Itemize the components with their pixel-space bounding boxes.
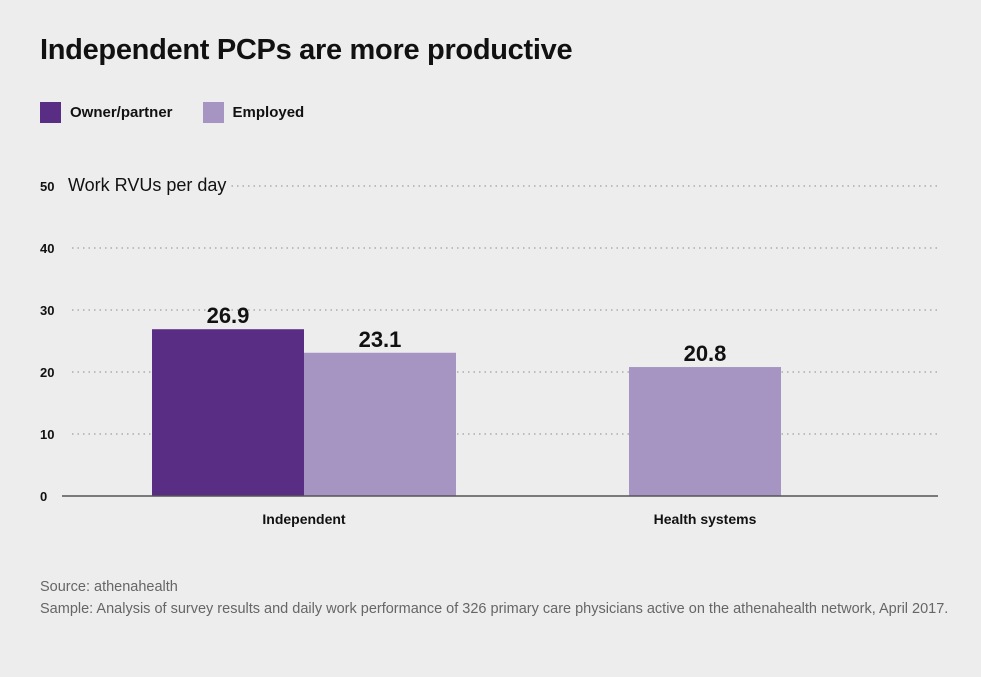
bar-independent-employed <box>304 352 456 496</box>
y-tick-label-40: 40 <box>40 241 54 256</box>
data-label-independent-employed: 23.1 <box>359 327 402 352</box>
y-tick-label-50: 50 <box>40 179 54 194</box>
chart-legend: Owner/partner Employed <box>40 102 334 123</box>
y-tick-label-0: 0 <box>40 489 47 504</box>
y-tick-label-30: 30 <box>40 303 54 318</box>
source-note: Source: athenahealth <box>40 579 178 595</box>
y-axis-label: Work RVUs per day <box>68 175 226 195</box>
chart-title: Independent PCPs are more productive <box>40 34 573 66</box>
chart-footer: Source: athenahealth Sample: Analysis of… <box>40 576 960 620</box>
bar-chart: 0 10 20 30 40 50 Work RVUs per day 26.9 23.1 Inde… <box>40 175 938 527</box>
bar-health-systems-employed <box>629 367 781 496</box>
legend-label-owner-partner: Owner/partner <box>70 104 173 121</box>
y-axis-label-bg <box>64 175 231 195</box>
legend-swatch-employed <box>202 102 224 123</box>
y-tick-label-20: 20 <box>40 365 54 380</box>
legend-item-owner-partner: Owner/partner <box>40 102 173 123</box>
sample-note: Sample: Analysis of survey results and d… <box>40 601 949 617</box>
x-tick-label-health-systems: Health systems <box>654 511 757 527</box>
data-label-independent-owner-partner: 26.9 <box>207 303 250 328</box>
x-tick-label-independent: Independent <box>262 511 346 527</box>
y-tick-label-10: 10 <box>40 427 54 442</box>
legend-swatch-owner-partner <box>40 102 61 123</box>
legend-item-employed: Employed <box>202 102 305 123</box>
data-label-health-systems-employed: 20.8 <box>684 341 727 366</box>
bar-independent-owner-partner <box>152 329 304 496</box>
legend-label-employed: Employed <box>232 104 305 121</box>
